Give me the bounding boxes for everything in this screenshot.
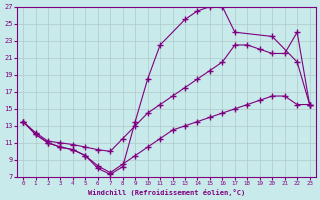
X-axis label: Windchill (Refroidissement éolien,°C): Windchill (Refroidissement éolien,°C): [88, 189, 245, 196]
